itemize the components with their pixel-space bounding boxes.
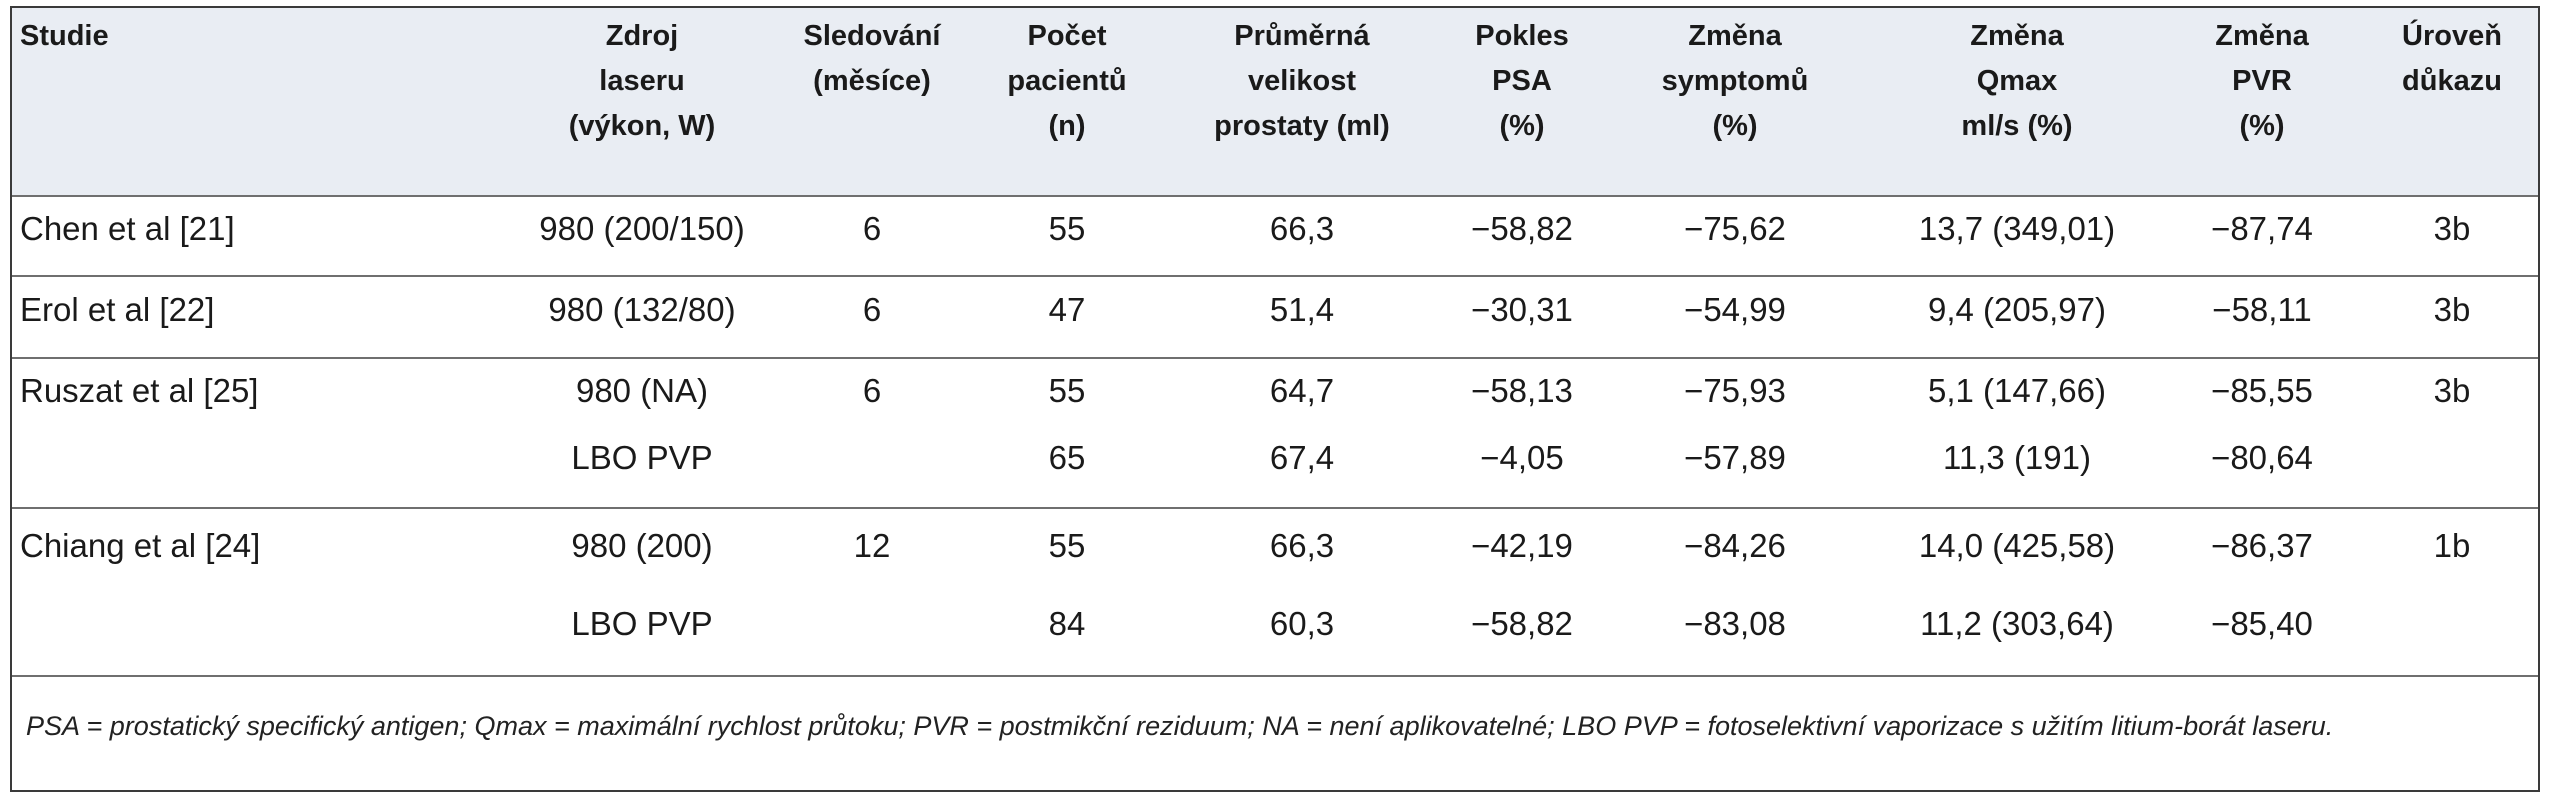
table-cell: 60,3 xyxy=(1269,605,1335,642)
table-cell: 55 xyxy=(1048,372,1086,409)
table-cell: 3b xyxy=(2433,291,2471,328)
table-cell: 11,3 (191) xyxy=(1943,439,2091,476)
column-header-line: (%) xyxy=(1499,110,1545,142)
table-cell: −4,05 xyxy=(1480,439,1564,476)
column-header-line: Průměrná xyxy=(1234,20,1370,52)
row-divider xyxy=(12,507,2538,509)
column-header-line: důkazu xyxy=(2402,65,2502,97)
table-cell: 66,3 xyxy=(1269,527,1335,564)
column-header: Průměrná velikost prostaty (ml) xyxy=(1197,14,1407,149)
column-header: Úroveň důkazu xyxy=(2387,14,2517,104)
column-header-line: pacientů xyxy=(1007,65,1127,97)
table-cell: −84,26 xyxy=(1684,527,1786,564)
column-header-line: Zdroj xyxy=(605,20,679,52)
column-header-line: (měsíce) xyxy=(813,65,931,97)
column-header-line: ml/s (%) xyxy=(1961,110,2073,142)
column-header-line: Změna xyxy=(1970,20,2064,52)
column-header-line: (n) xyxy=(1048,110,1086,142)
column-header-line: velikost xyxy=(1248,65,1356,97)
table-cell: 11,2 (303,64) xyxy=(1920,605,2114,642)
column-header: Studie xyxy=(20,14,320,59)
table-cell: 55 xyxy=(1048,210,1086,247)
column-header-line: Změna xyxy=(2215,20,2309,52)
table-cell: 980 (NA) xyxy=(575,372,709,409)
row-divider xyxy=(12,275,2538,277)
table-cell: 980 (200) xyxy=(571,527,713,564)
table-cell: Chiang et al [24] xyxy=(20,527,261,564)
row-divider xyxy=(12,675,2538,677)
table-cell: 1b xyxy=(2433,527,2471,564)
table-cell: −58,13 xyxy=(1471,372,1573,409)
table-cell: 67,4 xyxy=(1269,439,1335,476)
table-cell: 3b xyxy=(2433,372,2471,409)
column-header-line: Úroveň xyxy=(2402,20,2502,52)
column-header: Změna symptomů (%) xyxy=(1630,14,1840,149)
table-cell: 66,3 xyxy=(1269,210,1335,247)
table-cell: Erol et al [22] xyxy=(20,291,215,328)
table-cell: −42,19 xyxy=(1471,527,1573,564)
table-cell: LBO PVP xyxy=(571,439,713,476)
table-cell: 980 (132/80) xyxy=(548,291,736,328)
column-header-line: Studie xyxy=(20,20,109,52)
column-header-line: PSA xyxy=(1492,65,1552,97)
table-cell: −75,93 xyxy=(1684,372,1786,409)
table-cell: −54,99 xyxy=(1684,291,1786,328)
column-header: Změna Qmax ml/s (%) xyxy=(1867,14,2167,149)
column-header-line: (%) xyxy=(2239,110,2285,142)
table-cell: 65 xyxy=(1048,439,1086,476)
table-cell: 64,7 xyxy=(1269,372,1335,409)
data-table: Studie Zdroj laseru (výkon, W) Sledování (měs… xyxy=(10,6,2540,792)
table-cell: 3b xyxy=(2433,210,2471,247)
table-cell: −30,31 xyxy=(1471,291,1573,328)
table-cell: −86,37 xyxy=(2211,527,2313,564)
table-cell: 13,7 (349,01) xyxy=(1918,210,2116,247)
table-cell: 5,1 (147,66) xyxy=(1928,372,2106,409)
table-cell: −85,40 xyxy=(2211,605,2313,642)
column-header: Změna PVR (%) xyxy=(2162,14,2362,149)
column-header: Zdroj laseru (výkon, W) xyxy=(507,14,777,149)
table-cell: Ruszat et al [25] xyxy=(20,372,259,409)
column-header-line: Sledování xyxy=(803,20,941,52)
table-cell: −85,55 xyxy=(2211,372,2313,409)
table-cell: 12 xyxy=(853,527,891,564)
table-cell: 84 xyxy=(1048,605,1086,642)
table-cell: 55 xyxy=(1048,527,1086,564)
table-cell: −75,62 xyxy=(1684,210,1786,247)
table-cell: 6 xyxy=(862,291,882,328)
table-cell: −57,89 xyxy=(1684,439,1786,476)
column-header-line: symptomů xyxy=(1661,65,1809,97)
table-cell: 9,4 (205,97) xyxy=(1928,291,2106,328)
table-cell: 51,4 xyxy=(1269,291,1335,328)
column-header: Pokles PSA (%) xyxy=(1442,14,1602,149)
column-header-line: Qmax xyxy=(1976,65,2058,97)
table-cell: 980 (200/150) xyxy=(539,210,745,247)
column-header-line: Změna xyxy=(1688,20,1782,52)
row-divider xyxy=(12,195,2538,197)
column-header-line: PVR xyxy=(2232,65,2292,97)
table-cell: Chen et al [21] xyxy=(20,210,235,247)
column-header-line: prostaty (ml) xyxy=(1214,110,1390,142)
table-cell: 6 xyxy=(862,210,882,247)
table-cell: −58,82 xyxy=(1471,605,1573,642)
row-divider xyxy=(12,357,2538,359)
table-cell: −80,64 xyxy=(2211,439,2313,476)
table-cell: LBO PVP xyxy=(571,605,713,642)
column-header: Sledování (měsíce) xyxy=(782,14,962,104)
table-cell: −58,11 xyxy=(2212,291,2312,328)
column-header-line: Pokles xyxy=(1475,20,1569,52)
column-header-line: (výkon, W) xyxy=(568,110,716,142)
table-cell: −58,82 xyxy=(1471,210,1573,247)
table-cell: −87,74 xyxy=(2211,210,2313,247)
column-header: Počet pacientů (n) xyxy=(997,14,1137,149)
column-header-line: Počet xyxy=(1027,20,1107,52)
table-header xyxy=(12,8,2538,196)
table-cell: 6 xyxy=(862,372,882,409)
column-header-line: laseru xyxy=(599,65,685,97)
table-cell: 14,0 (425,58) xyxy=(1918,527,2116,564)
table-cell: −83,08 xyxy=(1684,605,1786,642)
table-cell: 47 xyxy=(1048,291,1086,328)
column-header-line: (%) xyxy=(1712,110,1758,142)
table-footnote: PSA = prostatický specifický antigen; Qm… xyxy=(26,711,2334,741)
